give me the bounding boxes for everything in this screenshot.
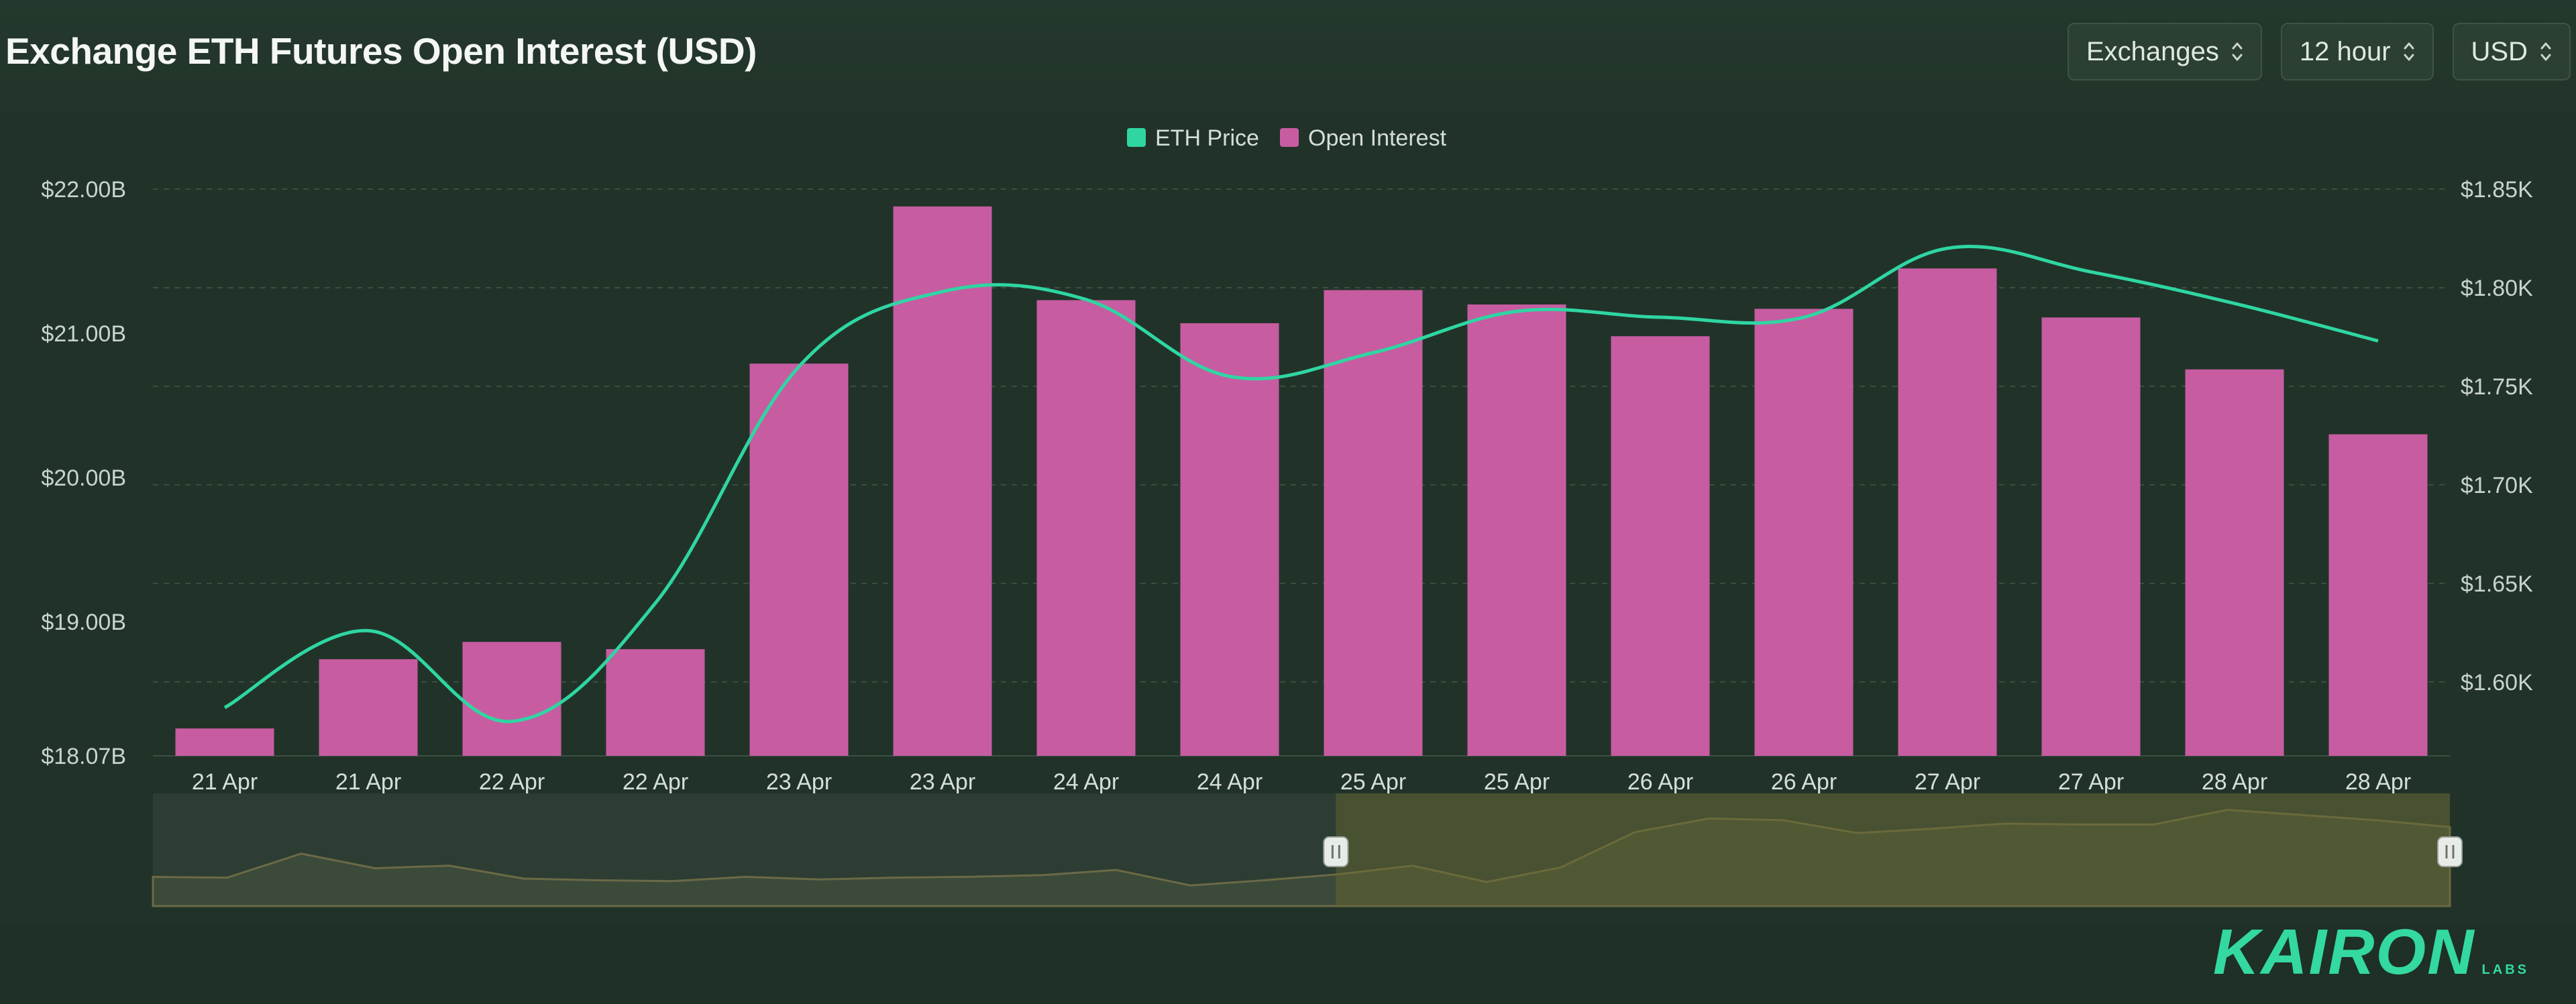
brand-name: KAIRON <box>2212 916 2475 988</box>
y-right-tick-label: $1.65K <box>2461 571 2533 597</box>
sort-caret-icon <box>2232 42 2243 61</box>
interval-select-label: 12 hour <box>2299 36 2391 66</box>
open-interest-bar[interactable] <box>893 206 992 756</box>
handle-grip <box>2437 836 2463 867</box>
open-interest-bar[interactable] <box>2041 317 2141 756</box>
brand-sub: LABS <box>2481 962 2529 977</box>
currency-select[interactable]: USD <box>2452 23 2571 80</box>
x-tick-label: 26 Apr <box>1627 769 1693 795</box>
y-left-tick-label: $18.07B <box>41 744 126 769</box>
x-tick-label: 22 Apr <box>623 769 688 795</box>
open-interest-bar[interactable] <box>749 364 849 756</box>
open-interest-bar[interactable] <box>319 659 418 756</box>
open-interest-bar[interactable] <box>1324 290 1423 756</box>
currency-select-label: USD <box>2471 36 2528 66</box>
legend-swatch-eth-price <box>1127 128 1146 147</box>
open-interest-bar[interactable] <box>2185 369 2284 756</box>
x-tick-label: 27 Apr <box>1915 769 1980 795</box>
open-interest-bar[interactable] <box>2328 434 2428 756</box>
open-interest-bar[interactable] <box>1898 268 1997 757</box>
x-tick-label: 27 Apr <box>2058 769 2124 795</box>
open-interest-bar[interactable] <box>1611 336 1710 756</box>
x-tick-label: 22 Apr <box>479 769 545 795</box>
x-tick-label: 24 Apr <box>1053 769 1119 795</box>
legend-label-open-interest: Open Interest <box>1308 125 1447 151</box>
handle-grip <box>1323 836 1349 867</box>
sort-caret-icon <box>2540 42 2551 61</box>
exchanges-select-label: Exchanges <box>2086 36 2219 66</box>
interval-select[interactable]: 12 hour <box>2280 23 2434 80</box>
open-interest-bar[interactable] <box>1036 300 1136 756</box>
open-interest-bar[interactable] <box>606 649 705 756</box>
chart-title: Exchange ETH Futures Open Interest (USD) <box>5 30 757 72</box>
navigator-handle-left[interactable] <box>1323 836 1349 867</box>
eth-price-line[interactable] <box>223 245 2379 724</box>
y-right-tick-label: $1.80K <box>2461 276 2533 301</box>
open-interest-bar[interactable] <box>175 728 274 756</box>
x-tick-label: 23 Apr <box>910 769 975 795</box>
open-interest-bar[interactable] <box>462 642 561 756</box>
chart-controls: Exchanges 12 hour USD <box>2067 23 2571 80</box>
footer-bar <box>0 926 2576 1004</box>
x-tick-label: 25 Apr <box>1484 769 1550 795</box>
x-tick-label: 24 Apr <box>1197 769 1263 795</box>
y-right-tick-label: $1.70K <box>2461 473 2533 498</box>
x-tick-label: 21 Apr <box>335 769 401 795</box>
y-left-tick-label: $21.00B <box>41 321 126 347</box>
sort-caret-icon <box>2404 42 2414 61</box>
x-tick-label: 25 Apr <box>1340 769 1406 795</box>
navigator-series-area <box>152 809 2451 907</box>
navigator-handle-right[interactable] <box>2437 836 2463 867</box>
x-tick-label: 23 Apr <box>766 769 832 795</box>
y-right-tick-label: $1.85K <box>2461 177 2533 203</box>
brand-logo: KAIRON LABS <box>2213 920 2529 985</box>
legend-swatch-open-interest <box>1280 128 1299 147</box>
x-tick-label: 26 Apr <box>1771 769 1837 795</box>
x-tick-label: 28 Apr <box>2202 769 2267 795</box>
open-interest-bar[interactable] <box>1467 304 1566 756</box>
legend-label-eth-price: ETH Price <box>1155 125 1259 151</box>
open-interest-bar[interactable] <box>1180 323 1279 757</box>
y-left-tick-label: $20.00B <box>41 465 126 491</box>
chart-canvas: $22.00B $21.00B $20.00B $19.00B $18.07B $1.85… <box>41 125 2533 907</box>
exchanges-select[interactable]: Exchanges <box>2067 23 2262 80</box>
y-left-tick-label: $19.00B <box>41 610 126 635</box>
navigator-selection[interactable] <box>1336 793 2450 906</box>
y-left-tick-label: $22.00B <box>41 177 126 203</box>
x-tick-label: 28 Apr <box>2345 769 2411 795</box>
x-tick-label: 21 Apr <box>192 769 258 795</box>
y-right-tick-label: $1.60K <box>2461 670 2533 695</box>
y-right-tick-label: $1.75K <box>2461 374 2533 400</box>
open-interest-bar[interactable] <box>1754 309 1854 756</box>
